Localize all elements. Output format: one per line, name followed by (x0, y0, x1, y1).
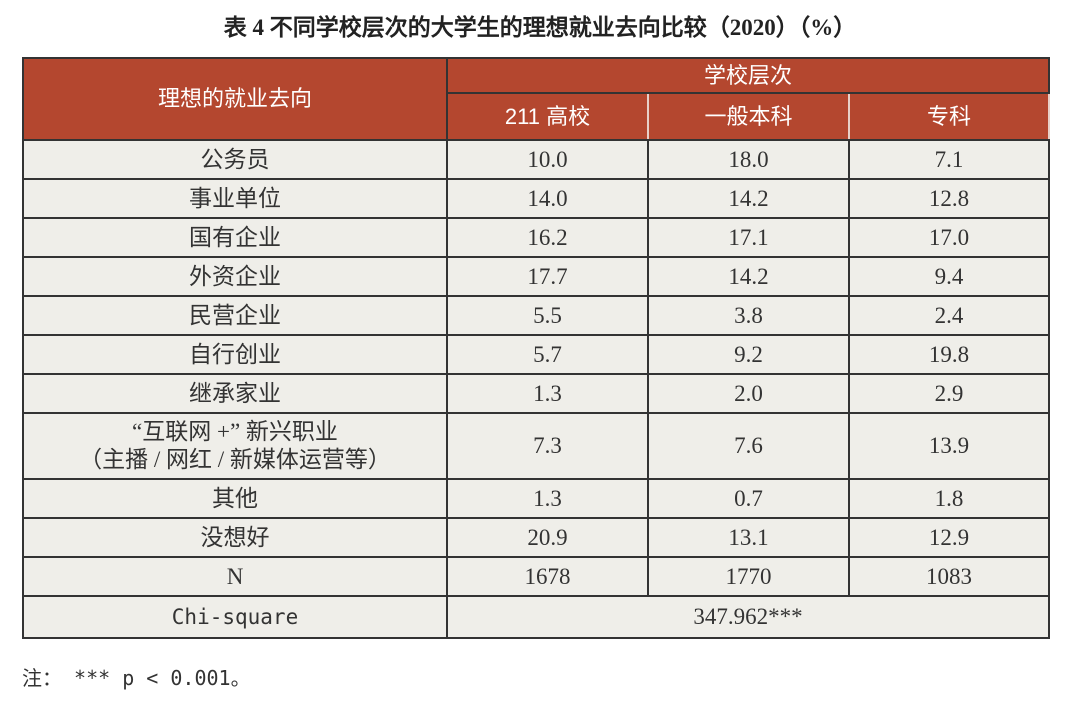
table-cell: 20.9 (446, 517, 649, 558)
table-cell: 17.7 (446, 256, 649, 297)
table-cell: 12.9 (847, 517, 1051, 558)
row-label-line: （主播 / 网红 / 新媒体运营等） (79, 447, 391, 472)
table-row: 其他 1.3 0.7 1.8 (22, 478, 1051, 519)
row-label: 没想好 (22, 517, 448, 558)
table-row: 自行创业 5.7 9.2 19.8 (22, 334, 1051, 375)
row-label-line: 其他 (212, 485, 258, 511)
table-cell: 17.1 (647, 217, 850, 258)
header-group: 学校层次 (445, 57, 1051, 94)
table-row: 外资企业 17.7 14.2 9.4 (22, 256, 1051, 297)
table-cell: 14.2 (647, 256, 850, 297)
row-label-line: 公务员 (200, 146, 270, 172)
table-cell: 14.0 (446, 178, 649, 219)
table-cell: 18.0 (647, 139, 850, 180)
table-cell: 347.962*** (445, 595, 1051, 639)
table-body: 理想的就业去向 学校层次 211 高校 一般本科 专科 公务员 10.0 18.0 7.1 事业单… (22, 57, 1051, 639)
table-cell: 10.0 (446, 139, 649, 180)
table-title: 表 4 不同学校层次的大学生的理想就业去向比较（2020）（%） (223, 15, 857, 40)
table-cell: 1770 (647, 556, 850, 597)
header-row: 211 高校 一般本科 专科 (23, 92, 1051, 141)
row-label: 国有企业 (22, 217, 448, 258)
table-cell: 1.8 (847, 478, 1051, 519)
table-cell: 1678 (446, 556, 649, 597)
table-cell: 12.8 (847, 178, 1051, 219)
table-cell: 19.8 (847, 334, 1051, 375)
table-row: 事业单位 14.0 14.2 12.8 (22, 178, 1051, 219)
table-row: 国有企业 16.2 17.1 17.0 (22, 217, 1051, 258)
table-cell: 13.9 (847, 412, 1051, 480)
table-row: 没想好 20.9 13.1 12.9 (22, 517, 1051, 558)
row-label: 事业单位 (22, 178, 448, 219)
table-cell: 0.7 (647, 478, 850, 519)
table-cell: 3.8 (647, 295, 850, 336)
row-label: 公务员 (22, 139, 448, 180)
table-cell: 14.2 (647, 178, 850, 219)
row-label: 民营企业 (22, 295, 448, 336)
table-row: “互联网 +” 新兴职业 （主播 / 网红 / 新媒体运营等） 7.3 7.6 13.9 (22, 412, 1051, 480)
table-cell: 7.1 (847, 139, 1051, 180)
row-label: 外资企业 (22, 256, 448, 297)
row-label: Chi-square (22, 595, 448, 639)
table-cell: 9.4 (847, 256, 1051, 297)
table-cell: 5.5 (446, 295, 649, 336)
header-cell: 理想的就业去向 (22, 57, 448, 141)
table-cell: 5.7 (446, 334, 649, 375)
row-label-line: “互联网 +” 新兴职业 (132, 419, 338, 444)
row-label: “互联网 +” 新兴职业 （主播 / 网红 / 新媒体运营等） (22, 412, 448, 480)
row-label-line: 自行创业 (189, 341, 281, 367)
table-cell: 1083 (847, 556, 1051, 597)
row-label: 继承家业 (22, 373, 448, 414)
table-row: Chi-square 347.962*** (22, 595, 1051, 639)
table-cell: 1.3 (446, 478, 649, 519)
header-cell: 专科 (847, 92, 1051, 141)
row-label-line: 国有企业 (189, 224, 281, 250)
row-label: 其他 (22, 478, 448, 519)
table-cell: 17.0 (847, 217, 1051, 258)
row-label: N (22, 556, 448, 597)
header-row: 理想的就业去向 学校层次 (22, 57, 1051, 141)
table-cell: 2.0 (647, 373, 850, 414)
table-cell: 2.9 (847, 373, 1051, 414)
table-row: N 1678 1770 1083 (22, 556, 1051, 597)
row-label-line: N (226, 563, 244, 589)
row-label: 自行创业 (22, 334, 448, 375)
table-cell: 16.2 (446, 217, 649, 258)
table-cell: 2.4 (847, 295, 1051, 336)
table-cell: 7.3 (446, 412, 649, 480)
header-cell: 211 高校 (446, 92, 649, 141)
row-label-line: 外资企业 (189, 263, 281, 289)
table-row: 民营企业 5.5 3.8 2.4 (22, 295, 1051, 336)
table-cell: 9.2 (647, 334, 850, 375)
data-table: 理想的就业去向 学校层次 211 高校 一般本科 专科 公务员 10.0 18.0 7.1 事业单… (22, 57, 1051, 639)
table-row: 公务员 10.0 18.0 7.1 (22, 139, 1051, 180)
row-label-line: 继承家业 (189, 380, 281, 406)
header-cell: 一般本科 (647, 92, 850, 141)
table-row: 继承家业 1.3 2.0 2.9 (22, 373, 1051, 414)
table-cell: 1.3 (446, 373, 649, 414)
row-label-line: 民营企业 (189, 302, 281, 328)
table-cell: 13.1 (647, 517, 850, 558)
row-label-line: 事业单位 (189, 185, 281, 211)
table-cell: 7.6 (647, 412, 850, 480)
row-label-line: 没想好 (200, 524, 270, 550)
note: 注： *** p < 0.001。 (22, 666, 251, 690)
